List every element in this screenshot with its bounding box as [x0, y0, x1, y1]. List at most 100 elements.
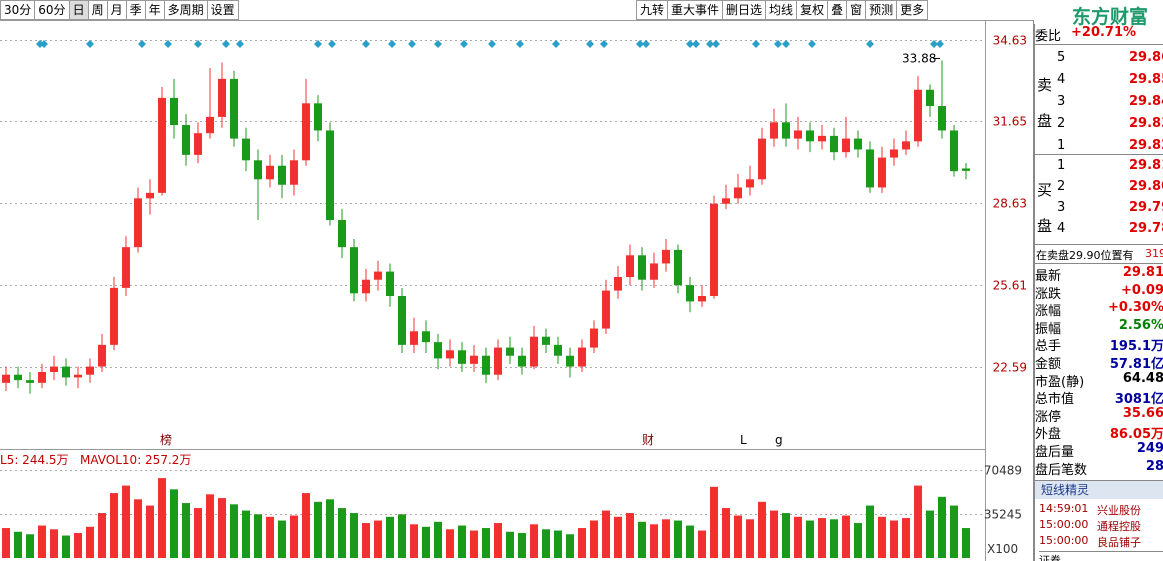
volume-bar [746, 519, 754, 558]
signal-marker [782, 40, 790, 48]
panel-row: 外盘 86.05万 [1035, 423, 1163, 443]
candle-body [110, 287, 118, 345]
price: 29.79 [1129, 200, 1163, 215]
volume-bar [458, 525, 466, 558]
row-value: 3081亿 [1114, 392, 1163, 408]
candle-body [614, 277, 622, 291]
volume-bar [242, 510, 250, 558]
weibi-value: +20.71% [1071, 25, 1137, 40]
row-label: 盘后量 [1035, 445, 1075, 460]
volume-bar [62, 535, 70, 558]
volume-bar [782, 513, 790, 558]
candle-body [26, 380, 34, 383]
volume-bar [134, 499, 142, 558]
row-value: 2.56% [1118, 317, 1163, 333]
candle-body [146, 192, 154, 199]
candle-body [482, 355, 490, 375]
level: 1 [1057, 138, 1066, 153]
period-button[interactable]: 设置 [206, 0, 239, 20]
tool-button[interactable]: 九转 [636, 0, 669, 20]
row-label: 总市值 [1035, 392, 1075, 408]
volume-bar [206, 494, 214, 558]
candle-body [494, 347, 502, 375]
volume-bar [650, 524, 658, 558]
volume-bar [446, 529, 454, 558]
period-button[interactable]: 日 [68, 0, 89, 20]
volume-bar [710, 486, 718, 558]
candle-body [842, 138, 850, 153]
volume-bar [902, 518, 910, 558]
period-button[interactable]: 季 [125, 0, 146, 20]
y-tick-label: 22.59 [993, 361, 1027, 375]
candle-body [170, 97, 178, 126]
volume-bar [878, 516, 886, 558]
period-toolbar: 30分 60分日周月季年多周期 设置 [0, 0, 239, 20]
volume-bar [758, 501, 766, 558]
row-value: 35.66 [1122, 405, 1163, 421]
candle-body [2, 374, 10, 383]
candle-body [134, 198, 142, 248]
row-label: 委比 [1035, 29, 1062, 44]
volume-bar [26, 534, 34, 558]
candle-body [626, 255, 634, 278]
candle-body [290, 160, 298, 185]
side-label: 买 [1037, 181, 1053, 199]
volume-bar [470, 530, 478, 558]
row-value: 195.1万 [1109, 339, 1163, 355]
price: 29.78 [1129, 221, 1163, 236]
candle-body [758, 138, 766, 180]
candle-body [590, 328, 598, 348]
volume-bar [74, 533, 82, 558]
tool-button[interactable]: 叠 [827, 0, 848, 20]
volume-bar [674, 520, 682, 558]
volume-bar [422, 526, 430, 558]
volume-bar [146, 505, 154, 558]
volume-bar [662, 519, 670, 558]
candle-body [878, 157, 886, 188]
signal-marker [516, 40, 524, 48]
volume-bar [314, 501, 322, 558]
row-label: 外盘 [1035, 427, 1062, 443]
candle-body [734, 187, 742, 199]
candle-body [818, 135, 826, 142]
panel-row: 总市值 3081亿 [1035, 388, 1163, 408]
vol-legend: L5: 244.5万 [0, 453, 69, 467]
volume-bar [410, 524, 418, 558]
signal-marker [712, 40, 720, 48]
tool-button[interactable]: 均线 [765, 0, 798, 20]
signal-marker [236, 40, 244, 48]
row-label: 市盈(静) [1035, 374, 1085, 390]
volume-bar [962, 528, 970, 558]
sprite-stock: 兴业股份 [1097, 504, 1141, 517]
tool-button[interactable]: 更多 [896, 0, 929, 20]
period-button[interactable]: 多周期 [163, 0, 208, 20]
level: 1 [1057, 158, 1066, 173]
candle-body [122, 247, 130, 288]
y-tick-label: 28.63 [993, 197, 1027, 211]
tool-button[interactable]: 复权 [796, 0, 829, 20]
divider [1035, 154, 1163, 155]
signal-marker [222, 40, 230, 48]
candle-body [914, 89, 922, 142]
tool-button[interactable]: 删日选 [722, 0, 767, 20]
period-button[interactable]: 月 [106, 0, 127, 20]
volume-bar [926, 510, 934, 558]
volume-bar [374, 520, 382, 558]
section-title: 短线精灵 [1035, 480, 1163, 499]
quote-panel: 委比 +20.71% 卖盘 5 29.86 4 29.85 3 29.84 2 29.83 1 29.8… [1034, 24, 1163, 561]
volume-bar [14, 531, 22, 558]
candle-body [410, 331, 418, 345]
candle-body [302, 103, 310, 161]
volume-bar [590, 520, 598, 558]
candle-body [770, 122, 778, 139]
signal-marker [460, 40, 468, 48]
volume-bar [38, 525, 46, 558]
price: 29.81 [1129, 158, 1163, 173]
signal-marker [930, 40, 938, 48]
candle-body [830, 135, 838, 153]
tool-button[interactable]: 重大事件 [667, 0, 724, 20]
period-button[interactable]: 60分 [34, 0, 70, 20]
candle-body [350, 247, 358, 294]
candle-body [458, 350, 466, 364]
candle-body [242, 138, 250, 161]
